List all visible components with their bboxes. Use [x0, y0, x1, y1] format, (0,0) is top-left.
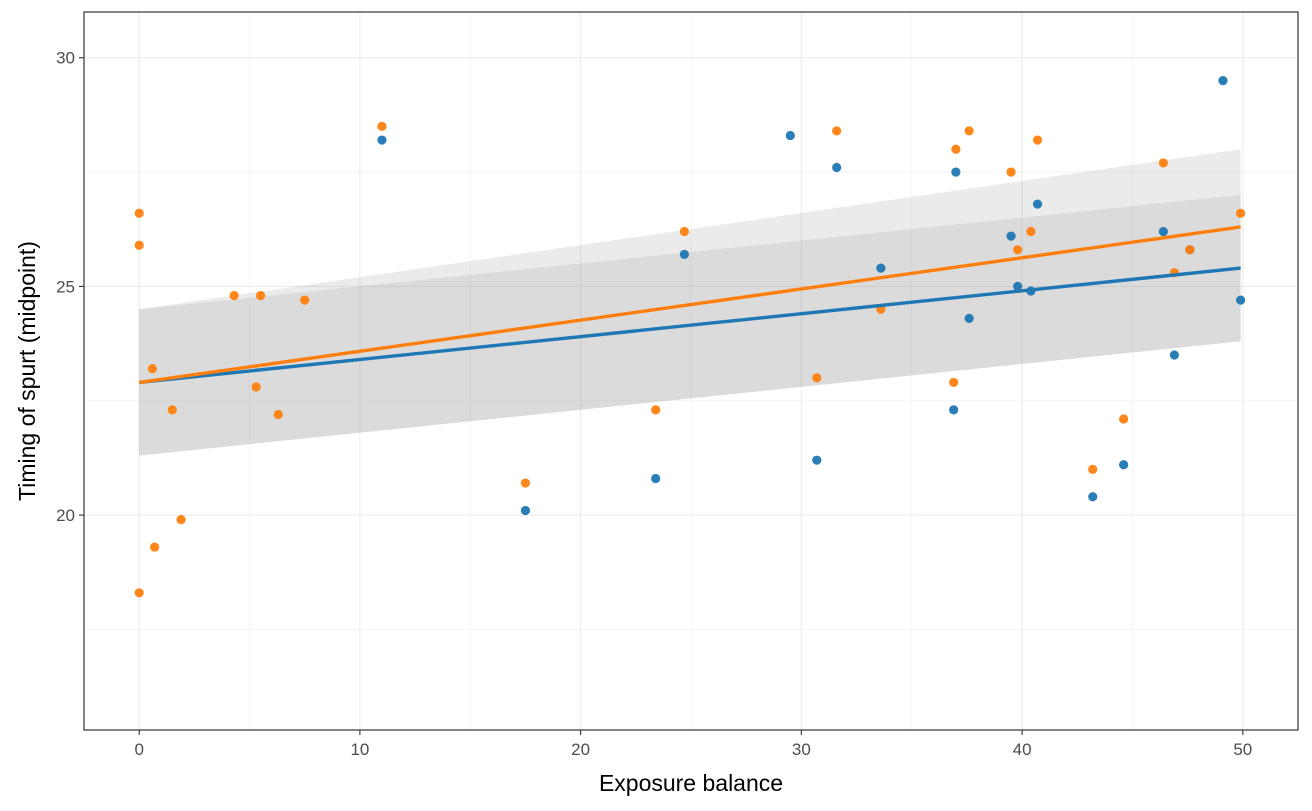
data-point [951, 167, 961, 177]
x-axis-ticks: 0 10 20 30 40 50 [134, 730, 1252, 759]
y-tick-label: 25 [56, 277, 75, 296]
data-point [134, 208, 144, 218]
data-point [377, 121, 387, 131]
data-point [520, 505, 531, 516]
data-point [377, 135, 387, 145]
data-point [785, 130, 795, 141]
data-point [1013, 245, 1023, 255]
regression-line [139, 266, 1241, 385]
data-point [300, 295, 310, 305]
y-axis-ticks: 20 25 30 [56, 49, 84, 525]
data-point [1032, 135, 1043, 145]
x-axis-title: Exposure balance [599, 770, 783, 796]
data-point [134, 588, 144, 598]
regression-line [138, 225, 1241, 385]
data-point [134, 240, 144, 250]
y-tick-label: 20 [56, 506, 75, 525]
data-points [134, 75, 1246, 598]
data-point [1088, 492, 1098, 502]
y-tick-label: 30 [56, 49, 75, 68]
data-point [832, 162, 842, 173]
data-point [679, 249, 689, 259]
data-point [1119, 414, 1129, 424]
x-tick-label: 30 [792, 740, 811, 759]
data-point [273, 409, 283, 420]
data-point [951, 144, 961, 154]
data-point [1006, 231, 1016, 241]
data-point [679, 226, 689, 237]
data-point [812, 455, 822, 465]
data-point [176, 515, 186, 525]
data-point [520, 478, 531, 488]
x-tick-label: 10 [350, 740, 369, 759]
data-point [1088, 464, 1098, 474]
data-point [1013, 281, 1023, 291]
data-point [1026, 226, 1036, 237]
x-tick-label: 0 [134, 740, 143, 759]
x-tick-label: 40 [1013, 740, 1032, 759]
data-point [150, 542, 160, 552]
panel-border [83, 11, 1299, 731]
data-point [832, 126, 842, 136]
data-point [1236, 295, 1246, 305]
data-point [255, 290, 266, 301]
data-point [964, 126, 974, 136]
data-point [949, 377, 959, 388]
data-point [949, 405, 959, 415]
x-tick-label: 50 [1233, 740, 1252, 759]
data-point [167, 405, 177, 415]
data-point [1119, 460, 1129, 470]
data-point [651, 473, 661, 484]
data-point [1032, 199, 1043, 209]
data-point [812, 373, 822, 383]
data-point [1236, 208, 1246, 218]
fit-lines [138, 225, 1241, 385]
data-point [1169, 350, 1179, 360]
data-point [147, 364, 158, 374]
data-point [964, 313, 974, 324]
data-point [651, 405, 661, 415]
grid-lines [84, 12, 1298, 730]
data-point [1218, 75, 1228, 86]
data-point [876, 263, 886, 273]
confidence-ribbon [139, 149, 1241, 456]
data-point [1006, 167, 1016, 177]
data-point [1158, 158, 1168, 168]
y-axis-title: Timing of spurt (midpoint) [14, 241, 40, 501]
data-point [1185, 245, 1195, 255]
data-point [229, 290, 239, 301]
data-point [251, 382, 261, 392]
data-point [1158, 226, 1168, 237]
x-tick-label: 20 [571, 740, 590, 759]
